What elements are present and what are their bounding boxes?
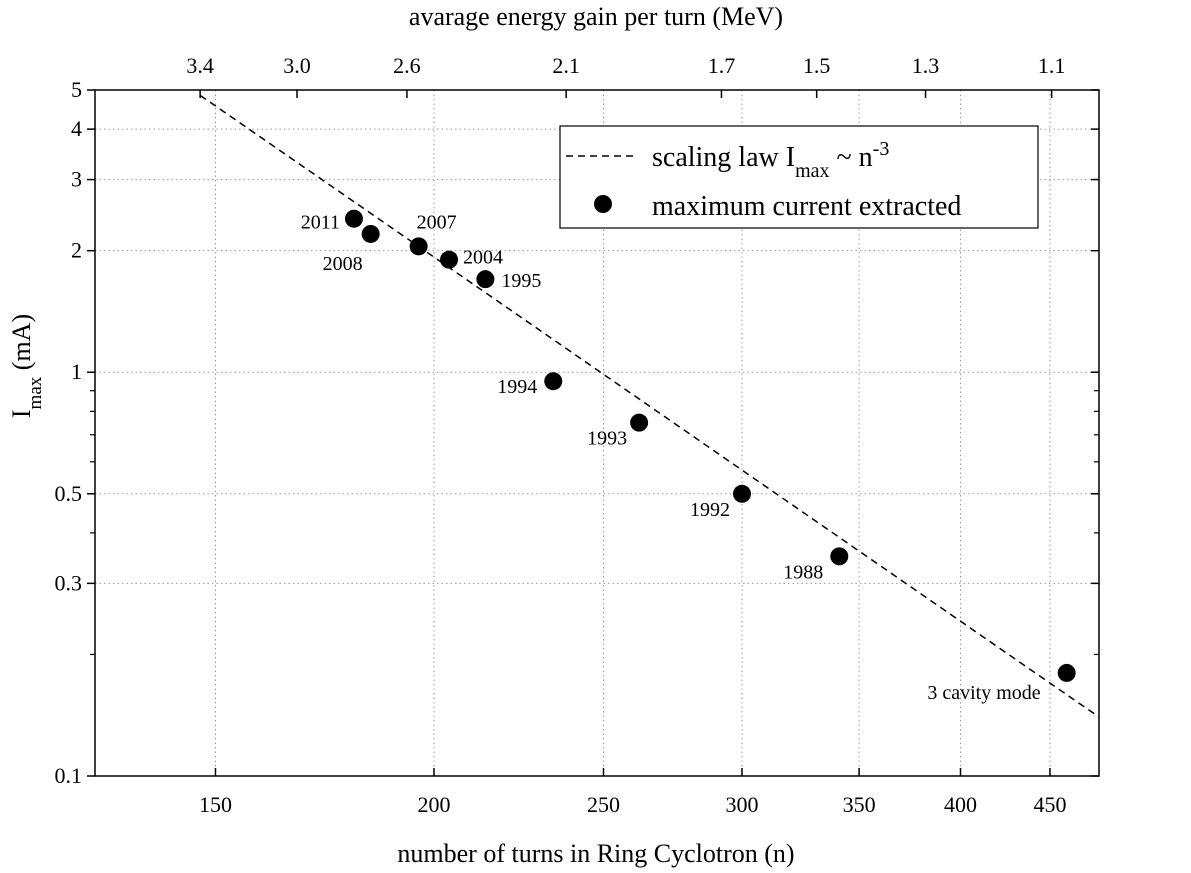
data-point-label: 1992 <box>690 499 730 521</box>
top-tick-label: 3.0 <box>283 53 311 78</box>
data-point-label: 2004 <box>463 247 503 269</box>
data-point-label: 1994 <box>497 376 537 398</box>
top-tick-label: 3.4 <box>186 53 214 78</box>
x-tick-label: 350 <box>843 792 876 817</box>
data-point <box>344 209 363 228</box>
data-point <box>361 224 380 243</box>
axis-labels: 150 200 250 300 350 400 450 0.1 0.3 0.5 1 2 3 4 5 3.4 3.… <box>55 53 1067 817</box>
x-tick-label: 250 <box>587 792 620 817</box>
data-point-label: 2007 <box>417 211 457 233</box>
data-point <box>440 250 459 269</box>
data-point-label: 2011 <box>301 212 340 234</box>
legend-marker-dot <box>594 195 612 213</box>
legend-scaling-sup: -3 <box>873 138 890 160</box>
data-point <box>544 372 563 391</box>
x-tick-label: 150 <box>199 792 232 817</box>
data-point-label: 1993 <box>587 428 627 450</box>
x-tick-label: 450 <box>1033 792 1066 817</box>
top-tick-label: 2.6 <box>393 53 421 78</box>
top-tick-label: 1.1 <box>1038 53 1066 78</box>
legend-box <box>559 125 1039 229</box>
y-tick-label: 5 <box>71 77 82 102</box>
top-tick-label: 1.7 <box>708 53 736 78</box>
y-axis-title: Imax (mA) <box>7 314 46 418</box>
plot-border <box>94 89 1100 777</box>
x-tick-label: 400 <box>944 792 977 817</box>
y-tick-label: 0.5 <box>55 481 83 506</box>
data-point-label: 1988 <box>783 561 823 583</box>
scaling-law-line <box>199 94 1099 718</box>
legend-label-max-current: maximum current extracted <box>652 191 961 222</box>
top-tick-label: 1.5 <box>803 53 831 78</box>
y-tick-label: 3 <box>71 167 82 192</box>
data-point <box>1057 663 1076 682</box>
data-point-label: 2008 <box>323 253 363 275</box>
y-axis-title-sub: max <box>25 376 46 409</box>
data-point <box>476 270 495 289</box>
plot-frame <box>87 89 1100 777</box>
legend-label-scaling-law: scaling law Imax ~ n-3 <box>652 138 889 182</box>
data-points <box>344 209 1076 682</box>
data-point <box>830 547 849 566</box>
legend-scaling-sub: max <box>795 160 829 182</box>
scaling-law-dashed-line <box>199 94 1099 718</box>
grid-lines <box>95 90 1099 776</box>
y-tick-label: 4 <box>71 116 82 141</box>
data-point <box>409 237 428 256</box>
legend-scaling-mid: ~ n <box>830 142 873 173</box>
data-point <box>732 484 751 503</box>
data-point-label: 3 cavity mode <box>927 682 1040 704</box>
legend: scaling law Imax ~ n-3 maximum current e… <box>559 125 1039 229</box>
y-tick-label: 0.1 <box>55 763 83 788</box>
top-tick-label: 2.1 <box>552 53 580 78</box>
legend-scaling-text: scaling law I <box>652 142 795 173</box>
y-axis-title-rest: (mA) <box>7 314 36 377</box>
y-axis-title-main: I <box>7 409 36 418</box>
y-tick-label: 2 <box>71 238 82 263</box>
data-point <box>630 413 649 432</box>
y-tick-label: 1 <box>71 359 82 384</box>
top-axis-title: avarage energy gain per turn (MeV) <box>409 2 783 31</box>
y-tick-label: 0.3 <box>55 570 83 595</box>
x-tick-label: 300 <box>725 792 758 817</box>
x-tick-label: 200 <box>417 792 450 817</box>
x-axis-title: number of turns in Ring Cyclotron (n) <box>397 839 794 868</box>
top-tick-label: 1.3 <box>912 53 940 78</box>
data-point-label: 1995 <box>501 270 541 292</box>
